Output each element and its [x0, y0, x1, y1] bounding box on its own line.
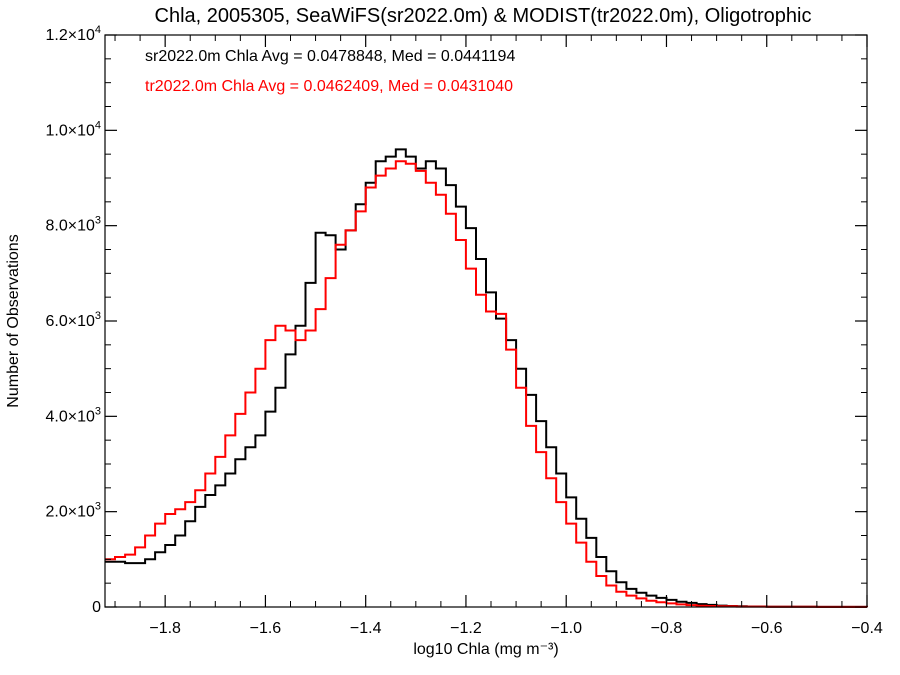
chart-title: Chla, 2005305, SeaWiFS(sr2022.0m) & MODI…	[155, 5, 812, 27]
annotation-tr: tr2022.0m Chla Avg = 0.0462409, Med = 0.…	[145, 78, 513, 95]
series-line-tr	[105, 160, 868, 608]
x-tick-label: −1.8	[149, 620, 181, 637]
plot-series	[105, 148, 868, 608]
y-tick-label: 8.0×103	[45, 215, 101, 235]
x-axis-label: log10 Chla (mg m⁻³)	[413, 641, 558, 658]
x-tick-label: −1.2	[450, 620, 482, 637]
plot-frame	[104, 34, 868, 608]
y-tick-label: 1.2×104	[45, 24, 101, 44]
y-tick-label: 6.0×103	[45, 310, 101, 330]
y-tick-label: 1.0×104	[45, 119, 101, 139]
y-tick-label: 0	[92, 599, 101, 616]
x-tick-label: −0.6	[751, 620, 783, 637]
series-line-sr	[105, 148, 868, 608]
x-tick-label: −0.8	[651, 620, 683, 637]
x-tick-label: −0.4	[851, 620, 883, 637]
annotation-sr: sr2022.0m Chla Avg = 0.0478848, Med = 0.…	[145, 48, 515, 65]
y-tick-label: 4.0×103	[45, 405, 101, 425]
y-axis-ticks: 0 2.0×103 4.0×103 6.0×103 8.0×103 1.0×104 1.2×…	[45, 24, 867, 616]
x-tick-label: −1.6	[250, 620, 282, 637]
x-tick-label: −1.4	[350, 620, 382, 637]
x-axis-ticks: −1.8 −1.6 −1.4 −1.2 −1.0 −0.8 −0.6 −0.4	[114, 35, 883, 637]
x-tick-label: −1.0	[550, 620, 582, 637]
y-tick-label: 2.0×103	[45, 501, 101, 521]
y-axis-label: Number of Observations	[5, 234, 22, 407]
